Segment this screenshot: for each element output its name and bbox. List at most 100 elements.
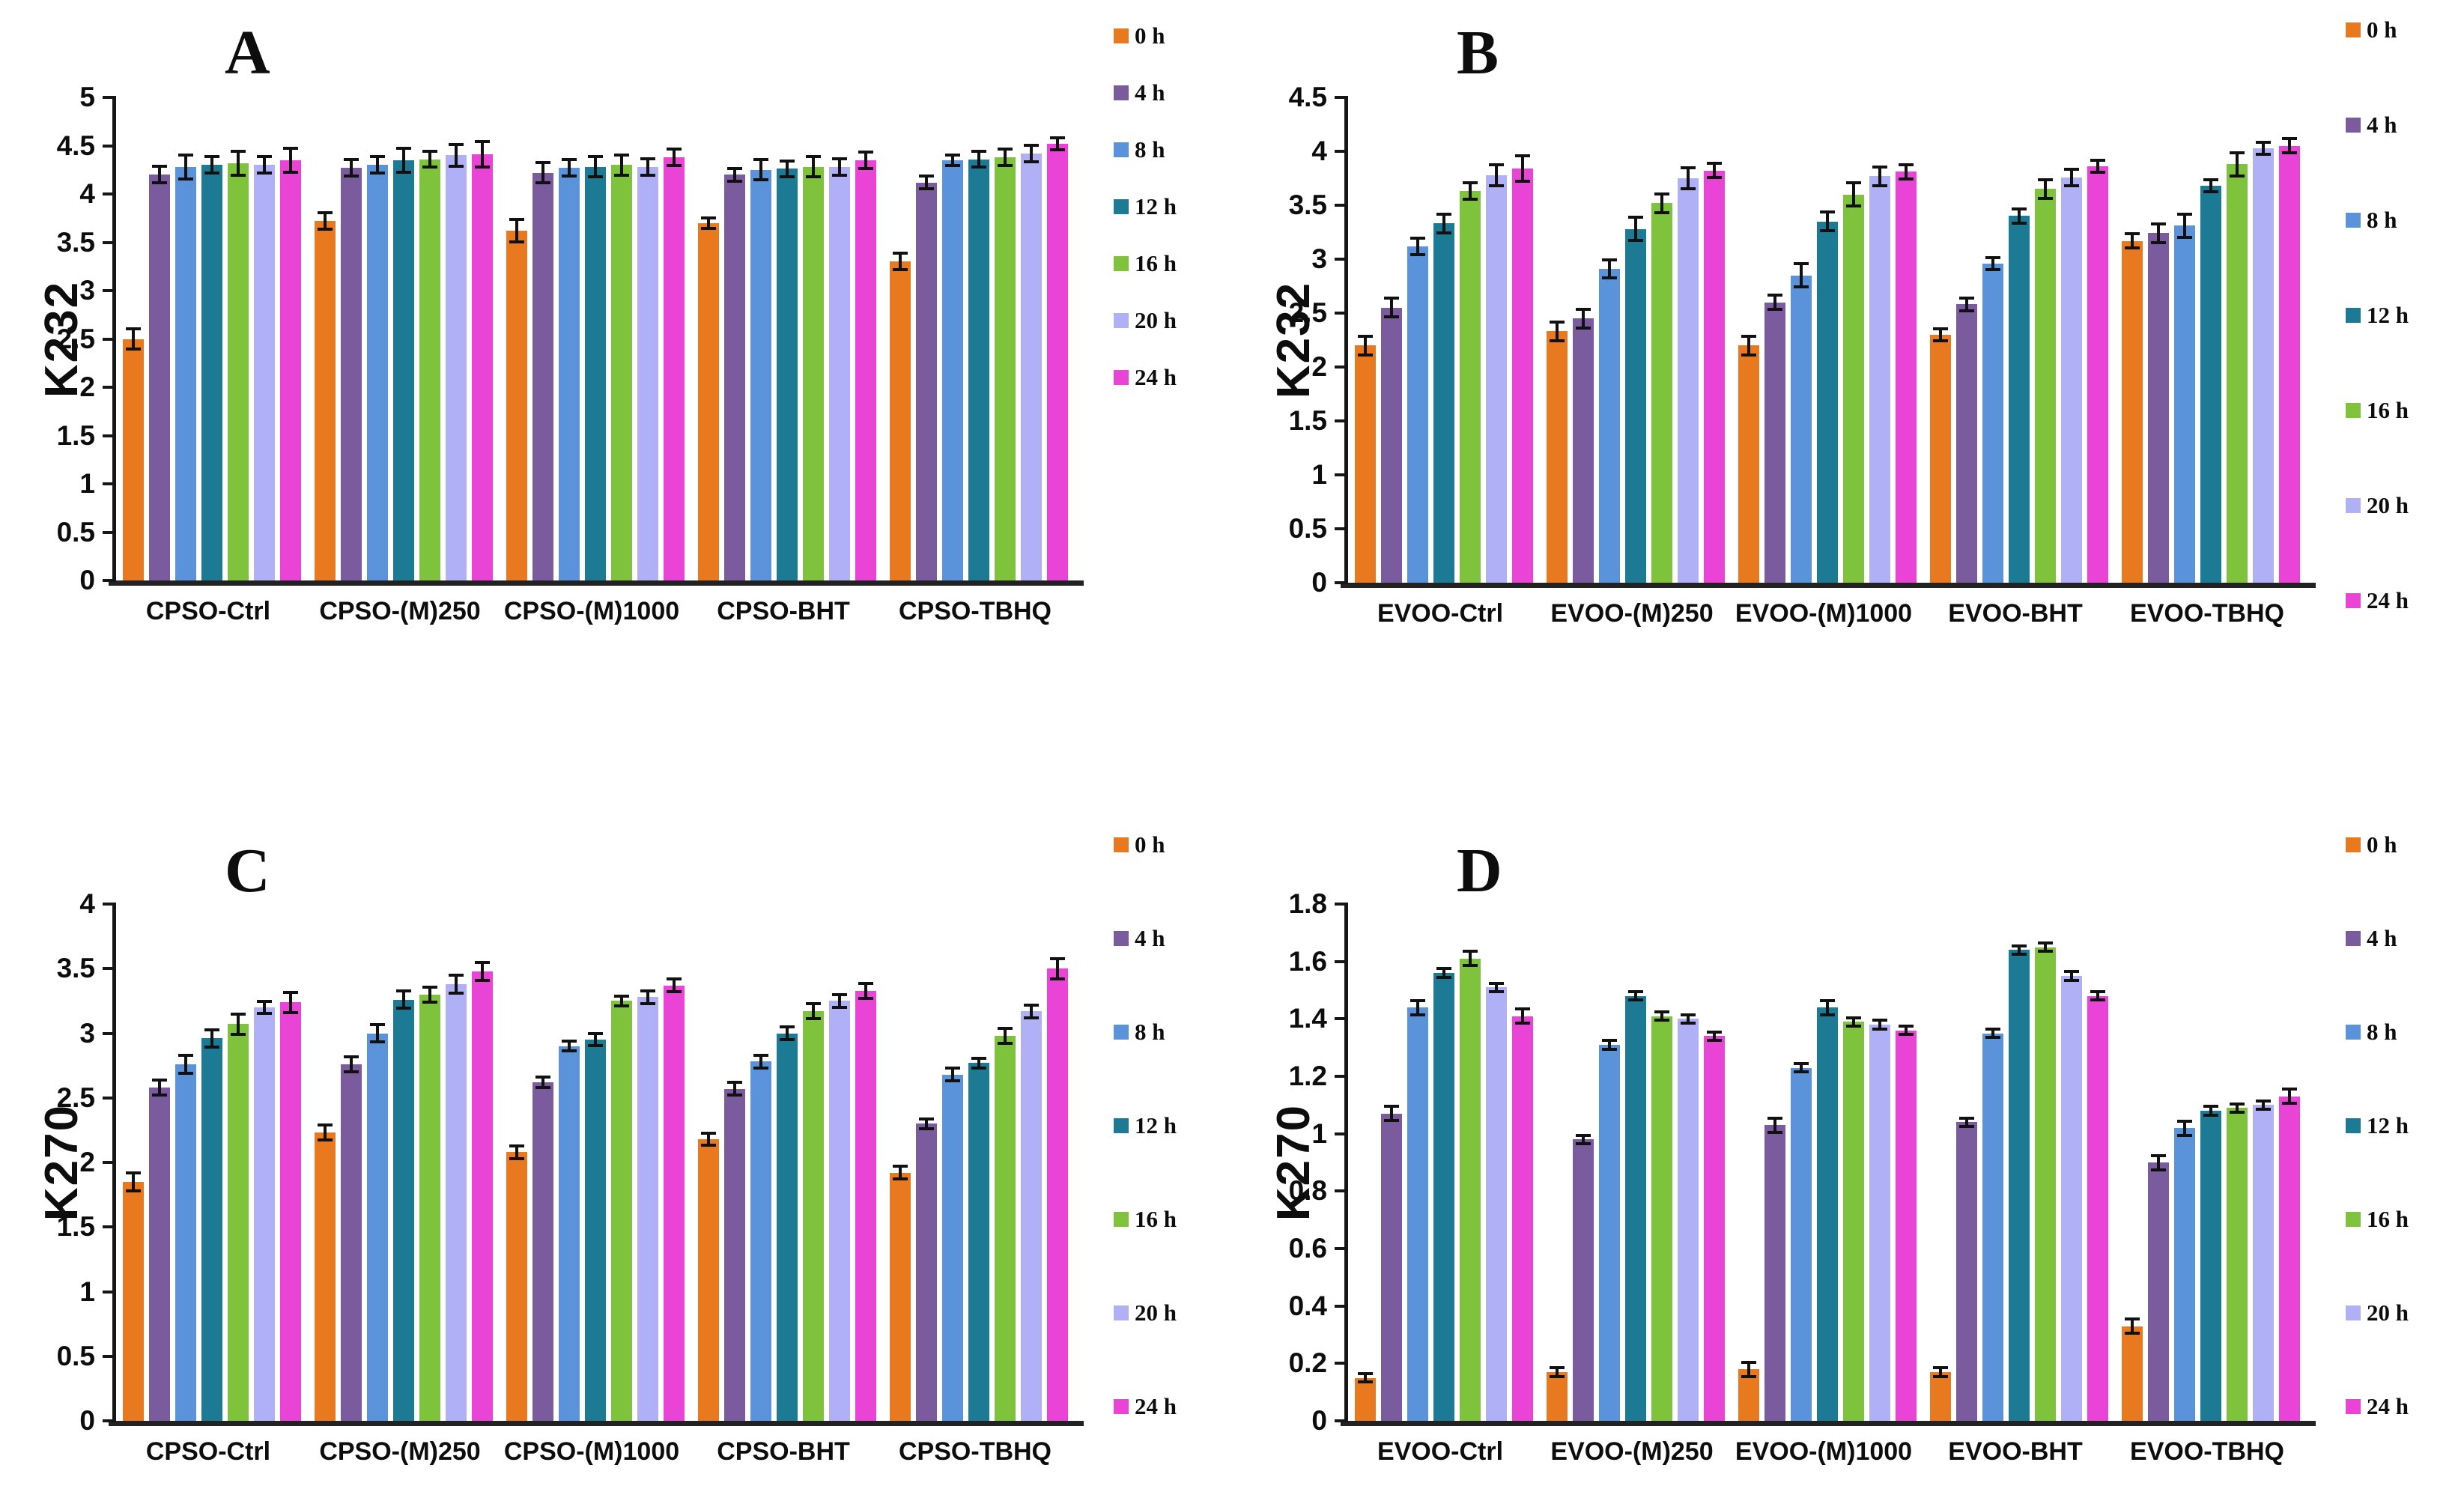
- bar: [1021, 1003, 1042, 1421]
- x-axis-line: [1341, 1421, 2316, 1426]
- legend-label: 12 h: [2367, 1112, 2409, 1138]
- error-bar: [1681, 1013, 1696, 1025]
- error-bar: [509, 1144, 524, 1160]
- x-axis-line: [1341, 583, 2316, 588]
- error-bar: [614, 153, 629, 177]
- bar: [1930, 327, 1951, 583]
- error-bar: [2151, 222, 2166, 244]
- error-bar: [318, 211, 333, 231]
- bar: [1021, 143, 1042, 580]
- error-bar: [1767, 1116, 1782, 1134]
- legend-label: 8 h: [1135, 136, 1165, 163]
- y-tick-mark: [103, 1419, 116, 1422]
- legend-label: 24 h: [1135, 364, 1177, 390]
- error-bar: [1550, 1366, 1565, 1378]
- error-bar: [1654, 192, 1669, 214]
- bar: [1460, 181, 1481, 583]
- error-bar: [344, 158, 359, 178]
- bar: [2279, 1088, 2300, 1421]
- error-bar: [1436, 967, 1451, 980]
- error-bar: [2038, 941, 2053, 953]
- bar: [532, 1076, 553, 1421]
- error-bar: [1489, 163, 1504, 187]
- legend-swatch-icon: [2346, 213, 2361, 228]
- error-bar: [832, 157, 847, 177]
- y-tick-mark: [103, 1031, 116, 1035]
- bar: [1625, 216, 1646, 583]
- error-bar: [1985, 1027, 2000, 1040]
- legend-label: 4 h: [1135, 79, 1165, 106]
- y-tick-label: 4: [1311, 136, 1327, 166]
- y-axis-title: K232: [1268, 281, 1320, 399]
- category-label: CPSO-BHT: [717, 1437, 850, 1466]
- y-tick-mark: [1335, 1304, 1348, 1308]
- bar: [149, 165, 170, 580]
- y-tick-mark: [103, 96, 116, 99]
- bar: [611, 153, 632, 580]
- y-tick-mark: [1335, 204, 1348, 207]
- legend-entry: 12 h: [2346, 302, 2409, 329]
- bar: [1764, 294, 1785, 583]
- bar: [803, 155, 824, 580]
- y-tick-label: 1.6: [1288, 945, 1327, 977]
- legend-label: 20 h: [1135, 1300, 1177, 1326]
- error-bar: [2125, 232, 2140, 250]
- legend-swatch-icon: [1114, 85, 1129, 100]
- y-tick-mark: [103, 240, 116, 244]
- y-tick-label: 3: [1311, 243, 1327, 274]
- bar: [1625, 990, 1646, 1421]
- bar: [2009, 944, 2030, 1421]
- error-bar: [1024, 143, 1039, 163]
- y-tick-label: 1.8: [1288, 888, 1327, 919]
- bar: [1982, 255, 2003, 583]
- y-tick-label: 4: [79, 888, 95, 919]
- error-bar: [640, 157, 655, 177]
- error-bar: [562, 158, 577, 178]
- legend-label: 4 h: [2367, 925, 2397, 951]
- y-tick-mark: [1335, 1247, 1348, 1250]
- bar: [585, 155, 606, 580]
- bar: [446, 974, 467, 1421]
- bar: [585, 1031, 606, 1421]
- bar: [201, 1028, 222, 1421]
- y-tick-label: 1.5: [1288, 405, 1327, 436]
- bar: [724, 166, 745, 580]
- error-bar: [1628, 990, 1643, 1002]
- bar: [2253, 1099, 2274, 1421]
- category-label: EVOO-Ctrl: [1377, 1437, 1504, 1466]
- y-tick-label: 3: [79, 275, 95, 306]
- error-bar: [231, 149, 246, 177]
- legend-label: 20 h: [2367, 492, 2409, 518]
- legend-entry: 24 h: [1114, 364, 1177, 391]
- error-bar: [396, 989, 411, 1010]
- bar: [1651, 1010, 1672, 1421]
- legend-label: 12 h: [2367, 302, 2409, 328]
- error-bar: [1846, 181, 1861, 207]
- error-bar: [475, 139, 490, 169]
- legend-label: 8 h: [2367, 207, 2397, 233]
- bar: [2035, 178, 2056, 583]
- legend-entry: 8 h: [2346, 1019, 2397, 1046]
- bar: [1355, 1371, 1376, 1421]
- legend-swatch-icon: [2346, 1399, 2361, 1414]
- bar: [777, 1025, 798, 1421]
- error-bar: [2012, 207, 2027, 225]
- legend-entry: 24 h: [1114, 1393, 1177, 1420]
- error-bar: [1794, 1061, 1809, 1074]
- y-tick-mark: [103, 967, 116, 971]
- legend-label: 16 h: [2367, 397, 2409, 423]
- bar: [1651, 192, 1672, 583]
- category-label: CPSO-TBHQ: [899, 597, 1052, 625]
- x-axis-labels: EVOO-Ctrl EVOO-(M)250 EVOO-(M)1000 EVOO-BHT…: [1344, 599, 2303, 628]
- error-bar: [1985, 255, 2000, 272]
- bar: [2087, 990, 2108, 1421]
- bar: [1355, 334, 1376, 583]
- legend-swatch-icon: [2346, 931, 2361, 946]
- error-bar: [919, 1117, 934, 1131]
- error-bar: [231, 1012, 246, 1037]
- legend: 0 h 4 h 8 h 12 h 16 h 20 h 24 h: [2346, 0, 2464, 743]
- error-bar: [2203, 178, 2218, 194]
- bar: [2227, 151, 2248, 583]
- bar: [1047, 136, 1068, 580]
- error-bar: [257, 155, 272, 175]
